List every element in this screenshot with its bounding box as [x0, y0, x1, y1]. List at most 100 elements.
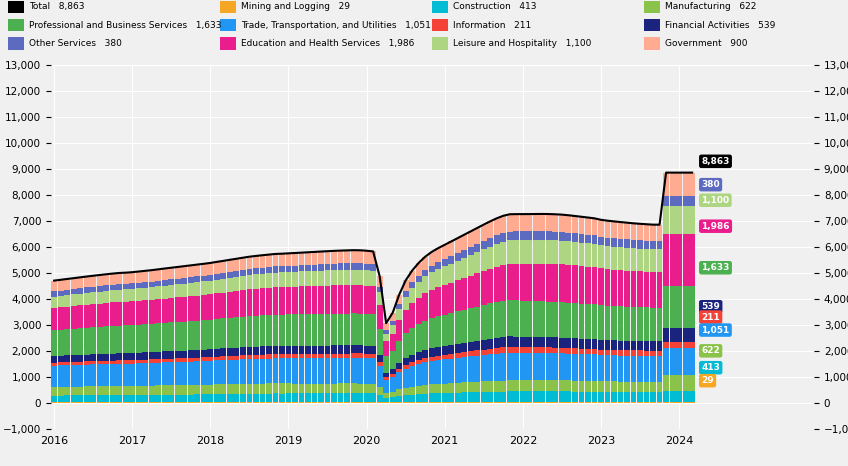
- Bar: [637, 402, 643, 403]
- Bar: [331, 354, 337, 358]
- Bar: [611, 221, 616, 238]
- Bar: [116, 395, 122, 402]
- Bar: [637, 224, 643, 240]
- Bar: [214, 349, 220, 357]
- Bar: [357, 263, 363, 270]
- Bar: [539, 264, 545, 301]
- Bar: [605, 392, 611, 402]
- Text: 1,986: 1,986: [701, 222, 730, 231]
- Bar: [208, 361, 214, 384]
- Bar: [325, 314, 331, 345]
- Bar: [259, 315, 265, 346]
- Bar: [351, 384, 356, 393]
- Bar: [527, 232, 533, 240]
- Bar: [624, 248, 630, 270]
- Bar: [136, 272, 142, 283]
- Bar: [520, 402, 526, 403]
- Bar: [64, 279, 70, 290]
- Bar: [351, 402, 356, 403]
- Bar: [410, 271, 416, 282]
- Bar: [325, 251, 331, 264]
- Bar: [51, 308, 57, 330]
- Bar: [670, 206, 676, 234]
- Bar: [689, 286, 695, 329]
- Text: Leisure and Hospitality   1,100: Leisure and Hospitality 1,100: [453, 39, 591, 48]
- Bar: [103, 354, 109, 361]
- Bar: [233, 384, 239, 394]
- Bar: [259, 394, 265, 402]
- Bar: [142, 386, 148, 395]
- Bar: [214, 394, 220, 402]
- Bar: [585, 243, 591, 267]
- Bar: [253, 347, 259, 355]
- Bar: [689, 196, 695, 206]
- Bar: [292, 315, 298, 346]
- Bar: [272, 315, 278, 346]
- Bar: [592, 355, 597, 381]
- Bar: [683, 329, 689, 343]
- Bar: [77, 402, 83, 403]
- Bar: [103, 291, 109, 303]
- Bar: [410, 303, 416, 328]
- Bar: [474, 382, 480, 392]
- Bar: [266, 273, 272, 288]
- Bar: [109, 285, 115, 290]
- Bar: [311, 402, 317, 403]
- Bar: [338, 314, 343, 345]
- Bar: [286, 354, 292, 358]
- Bar: [233, 271, 239, 277]
- Bar: [272, 384, 278, 393]
- Bar: [468, 356, 474, 382]
- Bar: [220, 318, 226, 349]
- Bar: [507, 300, 513, 336]
- Bar: [552, 353, 558, 380]
- FancyBboxPatch shape: [220, 0, 236, 13]
- Bar: [468, 276, 474, 308]
- Bar: [592, 235, 597, 244]
- Bar: [566, 233, 572, 241]
- Bar: [552, 391, 558, 402]
- Bar: [377, 402, 382, 403]
- Bar: [624, 270, 630, 307]
- Bar: [162, 323, 168, 351]
- Bar: [461, 278, 467, 310]
- Bar: [305, 271, 311, 286]
- Bar: [84, 328, 90, 355]
- Bar: [338, 402, 343, 403]
- Bar: [123, 360, 129, 364]
- Bar: [683, 234, 689, 286]
- Bar: [253, 274, 259, 289]
- Bar: [585, 267, 591, 304]
- Bar: [214, 294, 220, 319]
- Bar: [410, 288, 416, 303]
- Bar: [351, 270, 356, 285]
- Bar: [136, 395, 142, 402]
- Bar: [325, 384, 331, 393]
- Bar: [162, 359, 168, 363]
- Bar: [500, 381, 506, 391]
- Bar: [377, 387, 382, 395]
- Text: 8,863: 8,863: [701, 157, 729, 166]
- Bar: [142, 282, 148, 288]
- Bar: [325, 286, 331, 314]
- Bar: [272, 273, 278, 288]
- Bar: [566, 215, 572, 233]
- Bar: [331, 270, 337, 285]
- Bar: [364, 384, 370, 393]
- Bar: [149, 287, 154, 300]
- Bar: [390, 351, 395, 370]
- Bar: [455, 353, 460, 358]
- Bar: [214, 361, 220, 384]
- Bar: [637, 392, 643, 402]
- Bar: [149, 270, 154, 281]
- Bar: [201, 402, 207, 403]
- Bar: [494, 391, 499, 402]
- Bar: [70, 306, 76, 329]
- Bar: [64, 396, 70, 402]
- Bar: [142, 288, 148, 300]
- Bar: [149, 324, 154, 352]
- Bar: [90, 395, 96, 402]
- Bar: [383, 341, 389, 356]
- Bar: [325, 270, 331, 286]
- FancyBboxPatch shape: [644, 0, 660, 13]
